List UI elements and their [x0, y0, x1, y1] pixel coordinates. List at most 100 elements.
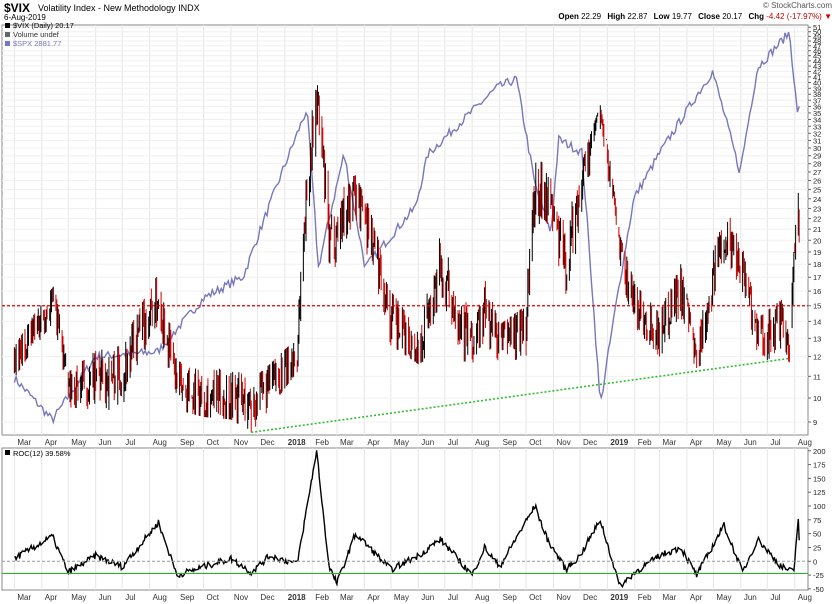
roc-x-tick-label: Nov: [234, 593, 248, 602]
vix-y-tick-label: 44: [813, 57, 821, 66]
roc-x-tick-label: Dec: [260, 593, 274, 602]
vix-y-tick-label: 38: [813, 90, 821, 99]
vix-x-tick-label: May: [71, 438, 86, 447]
high-value: 22.87: [627, 12, 648, 21]
roc-line: [14, 450, 800, 589]
roc-x-tick-label: Nov: [556, 593, 570, 602]
vix-y-tick-label: 29: [813, 152, 821, 161]
roc-panel: Mar Apr May Jun Jul Aug Sep Oct Nov Dec 2018 Feb Mar…: [1, 447, 826, 602]
vix-y-tick-label: 41: [813, 73, 821, 82]
vix-y-tick-label: 49: [813, 32, 821, 41]
roc-y-tick-label: 50: [813, 530, 821, 539]
roc-x-tick-label: Jun: [99, 593, 112, 602]
legend-swatch: [5, 32, 10, 37]
vix-panel: Mar Apr May Jun Jul Aug Sep Oct Nov Dec 2018 Feb Mar…: [1, 21, 821, 447]
vix-x-tick-label: Sep: [180, 438, 195, 447]
roc-x-tick-label: Mar: [17, 593, 31, 602]
spx-line: [13, 31, 800, 425]
vix-y-tick-label: 37: [813, 96, 821, 105]
roc-x-tick-label: May: [716, 593, 731, 602]
roc-y-tick-label: 200: [813, 447, 826, 456]
vix-x-tick-label: Dec: [583, 438, 597, 447]
roc-y-tick-label: 75: [813, 516, 821, 525]
vix-x-tick-label: Jul: [770, 438, 780, 447]
roc-panel-frame: [1, 447, 809, 591]
vix-y-tick-label: 50: [813, 28, 821, 37]
roc-y-tick-label: 100: [813, 502, 826, 511]
vix-y-tick-label: 25: [813, 185, 821, 194]
roc-legend-label: ROC(12) 39.58%: [13, 449, 71, 458]
vix-y-tick-label: 36: [813, 102, 821, 111]
vix-x-tick-label: Jun: [99, 438, 112, 447]
roc-x-tick-label: Jun: [744, 593, 757, 602]
vix-x-tick-label: Mar: [663, 438, 677, 447]
vix-x-tick-label: Nov: [556, 438, 570, 447]
vix-y-tick-label: 26: [813, 177, 821, 186]
vix-x-tick-label: Apr: [45, 438, 58, 447]
vix-panel-frame: [1, 24, 809, 436]
vix-y-tick-label: 27: [813, 168, 821, 177]
vix-y-tick-label: 40: [813, 79, 821, 88]
close-label: Close: [698, 12, 720, 21]
roc-x-tick-label: Mar: [340, 593, 354, 602]
vix-y-tick-label: 9: [813, 418, 817, 427]
vix-y-tick-label: 47: [813, 42, 821, 51]
vix-x-tick-label: Mar: [17, 438, 31, 447]
vix-y-tick-label: 30: [813, 144, 821, 153]
legend-swatch: [5, 41, 10, 46]
roc-x-tick-label: Apr: [45, 593, 58, 602]
roc-x-tick-label: Dec: [583, 593, 597, 602]
ticker-symbol: $VIX: [4, 1, 31, 15]
legend-swatch: [5, 23, 10, 28]
index-full-name: Volatility Index - New Methodology INDX: [38, 3, 200, 13]
roc-y-tick-label: 150: [813, 474, 826, 483]
support-trendline: [251, 357, 790, 434]
vix-x-tick-label: Oct: [529, 438, 542, 447]
vix-x-tick-label: Aug: [475, 438, 489, 447]
chart-date: 6-Aug-2019: [4, 13, 46, 22]
brand-watermark: © StockCharts.com: [762, 1, 832, 10]
vix-y-tick-label: 13: [813, 334, 821, 343]
vix-y-tick-label: 45: [813, 52, 821, 61]
vix-x-tick-label: Oct: [207, 438, 220, 447]
vix-x-tick-label: Apr: [367, 438, 380, 447]
roc-x-tick-label: Oct: [207, 593, 220, 602]
vix-x-tick-label: Aug: [798, 438, 812, 447]
vix-x-tick-label: Feb: [638, 438, 652, 447]
vix-x-tick-label: Jul: [448, 438, 458, 447]
chg-value: -4.42 (-17.97%): [766, 12, 822, 21]
roc-x-tick-label: Feb: [315, 593, 329, 602]
vix-y-tick-label: 19: [813, 248, 821, 257]
vix-y-tick-label: 12: [813, 353, 821, 362]
roc-x-tick-label: Feb: [638, 593, 652, 602]
vix-y-tick-label: 35: [813, 109, 821, 118]
chg-label: Chg: [748, 12, 765, 21]
vix-x-tick-label: 2018: [288, 438, 306, 447]
roc-x-tick-label: Jul: [448, 593, 458, 602]
ohlc-readout: Open 22.29 High 22.87 Low 19.77 Close 20…: [554, 12, 832, 21]
legend-label: $VIX (Daily) 20.17: [13, 21, 74, 30]
vix-x-tick-label: Jul: [125, 438, 135, 447]
vix-x-tick-label: May: [394, 438, 409, 447]
vix-y-tick-label: 51: [813, 23, 821, 32]
vix-y-tick-label: 17: [813, 273, 821, 282]
roc-x-tick-label: May: [71, 593, 86, 602]
vix-x-tick-label: Aug: [153, 438, 167, 447]
roc-x-tick-label: Sep: [503, 593, 518, 602]
vix-y-tick-label: 21: [813, 225, 821, 234]
vix-x-tick-label: Sep: [503, 438, 518, 447]
vix-x-tick-label: Mar: [340, 438, 354, 447]
low-value: 19.77: [671, 12, 692, 21]
roc-x-tick-label: Apr: [367, 593, 380, 602]
vix-y-tick-label: 11: [813, 372, 821, 381]
vix-y-tick-label: 31: [813, 137, 821, 146]
roc-x-tick-label: Aug: [475, 593, 489, 602]
vix-x-tick-label: Dec: [260, 438, 274, 447]
vix-y-tick-label: 23: [813, 204, 821, 213]
roc-y-tick-label: 175: [813, 461, 826, 470]
roc-y-tick-label: 0: [813, 557, 817, 566]
legend-label: $SPX 2881.77: [13, 39, 61, 48]
vix-x-tick-label: May: [716, 438, 731, 447]
vix-y-tick-label: 42: [813, 67, 821, 76]
